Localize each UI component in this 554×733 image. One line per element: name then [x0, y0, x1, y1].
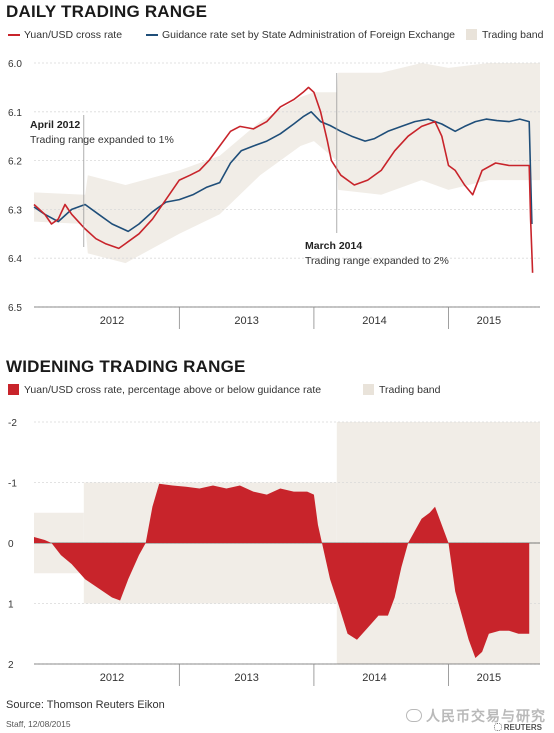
- x-tick-label: 2015: [477, 315, 501, 327]
- annotation-title: March 2014: [305, 240, 362, 252]
- widening-trading-range-chart: -2 -1 0 1 2 2012 2013 2014 2015: [8, 418, 540, 686]
- x-tick-label: 2013: [234, 315, 258, 327]
- y-tick-label: 6.2: [8, 157, 22, 168]
- legend-label-trading-band-2: Trading band: [379, 384, 441, 396]
- legend-item-cross-rate: Yuan/USD cross rate: [8, 29, 122, 41]
- y-tick-label: 0: [8, 539, 14, 550]
- y-tick-label: -2: [8, 418, 17, 429]
- cross-rate-line: [33, 86, 534, 273]
- x-tick-label: 2014: [362, 672, 386, 684]
- reuters-dot-icon: [493, 723, 502, 731]
- x-tick-label: 2014: [362, 315, 386, 327]
- y-tick-label: 2: [8, 660, 14, 671]
- wechat-icon: [406, 709, 422, 722]
- legend-label-guidance-rate: Guidance rate set by State Administratio…: [162, 29, 456, 41]
- chart2-title: WIDENING TRADING RANGE: [6, 357, 246, 376]
- y-tick-label: 6.0: [8, 59, 22, 70]
- legend-swatch-blue: [146, 34, 158, 37]
- staff-note: Staff, 12/08/2015: [6, 719, 71, 729]
- x-tick-label: 2012: [100, 672, 124, 684]
- y-tick-label: 6.3: [8, 205, 22, 216]
- source-note: Source: Thomson Reuters Eikon: [6, 699, 165, 711]
- legend-label-cross-rate: Yuan/USD cross rate: [24, 29, 123, 41]
- legend-swatch-red: [8, 34, 20, 37]
- legend-label-percent-deviation: Yuan/USD cross rate, percentage above or…: [24, 384, 322, 396]
- y-tick-label: 1: [8, 600, 14, 611]
- deviation-area: [34, 483, 530, 658]
- legend-item-guidance-rate: Guidance rate set by State Administratio…: [146, 29, 455, 41]
- legend-item-percent-deviation: Yuan/USD cross rate, percentage above or…: [8, 384, 321, 396]
- watermark-text: 人民币交易与研究: [426, 708, 546, 724]
- chart1-title: DAILY TRADING RANGE: [6, 2, 208, 21]
- trading-band-area: [34, 63, 540, 264]
- x-tick-label: 2012: [100, 315, 124, 327]
- annotation-title: April 2012: [30, 119, 80, 131]
- watermark: 人民币交易与研究: [406, 706, 546, 726]
- x-tick-label: 2015: [477, 672, 501, 684]
- legend-item-trading-band: Trading band: [466, 29, 544, 41]
- legend-swatch-band: [466, 29, 477, 40]
- y-tick-label: -1: [8, 479, 17, 490]
- y-tick-label: 6.4: [8, 254, 22, 265]
- reuters-logo: REUTERS: [493, 723, 542, 732]
- annotation-text: Trading range expanded to 2%: [305, 255, 449, 267]
- legend-swatch-band-2: [363, 384, 374, 395]
- legend-swatch-red-box: [8, 384, 19, 395]
- reuters-text: REUTERS: [503, 723, 542, 732]
- legend-item-trading-band-2: Trading band: [363, 384, 441, 396]
- guidance-rate-line: [33, 111, 533, 233]
- x-tick-label: 2013: [234, 672, 258, 684]
- y-tick-label: 6.5: [8, 303, 22, 314]
- daily-trading-range-chart: 6.0 6.1 6.2 6.3 6.4 6.5 April 2012 Trading rang…: [8, 59, 540, 329]
- y-tick-label: 6.1: [8, 108, 22, 119]
- annotation-text: Trading range expanded to 1%: [30, 134, 174, 146]
- legend-label-trading-band: Trading band: [482, 29, 544, 41]
